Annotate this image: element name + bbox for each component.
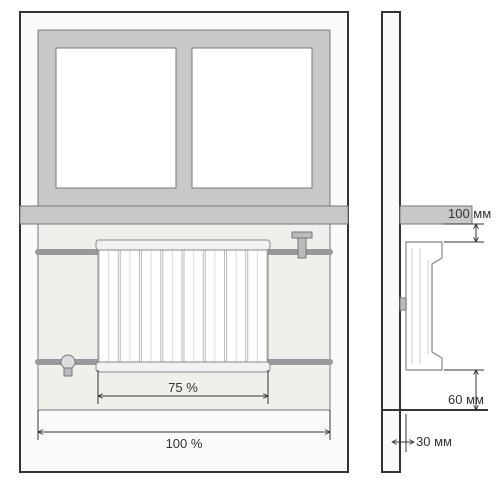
dimension-bottom-gap: 60 мм <box>444 370 484 410</box>
window <box>38 30 330 206</box>
side-view: 100 мм 60 мм 30 мм <box>382 12 491 472</box>
label-100: 100 % <box>166 436 203 451</box>
radiator-side <box>400 242 442 370</box>
side-wall <box>382 12 400 472</box>
radiator-front <box>96 240 270 372</box>
dimension-top-gap: 100 мм <box>444 206 491 242</box>
label-top-gap: 100 мм <box>448 206 491 221</box>
label-bottom-gap: 60 мм <box>448 392 484 407</box>
label-wall-gap: 30 мм <box>416 434 452 449</box>
label-75: 75 % <box>168 380 198 395</box>
installation-diagram: 75 % 100 % <box>0 0 500 500</box>
dimension-wall-gap: 30 мм <box>392 414 452 452</box>
sill <box>20 206 348 224</box>
front-view: 75 % 100 % <box>20 12 348 472</box>
